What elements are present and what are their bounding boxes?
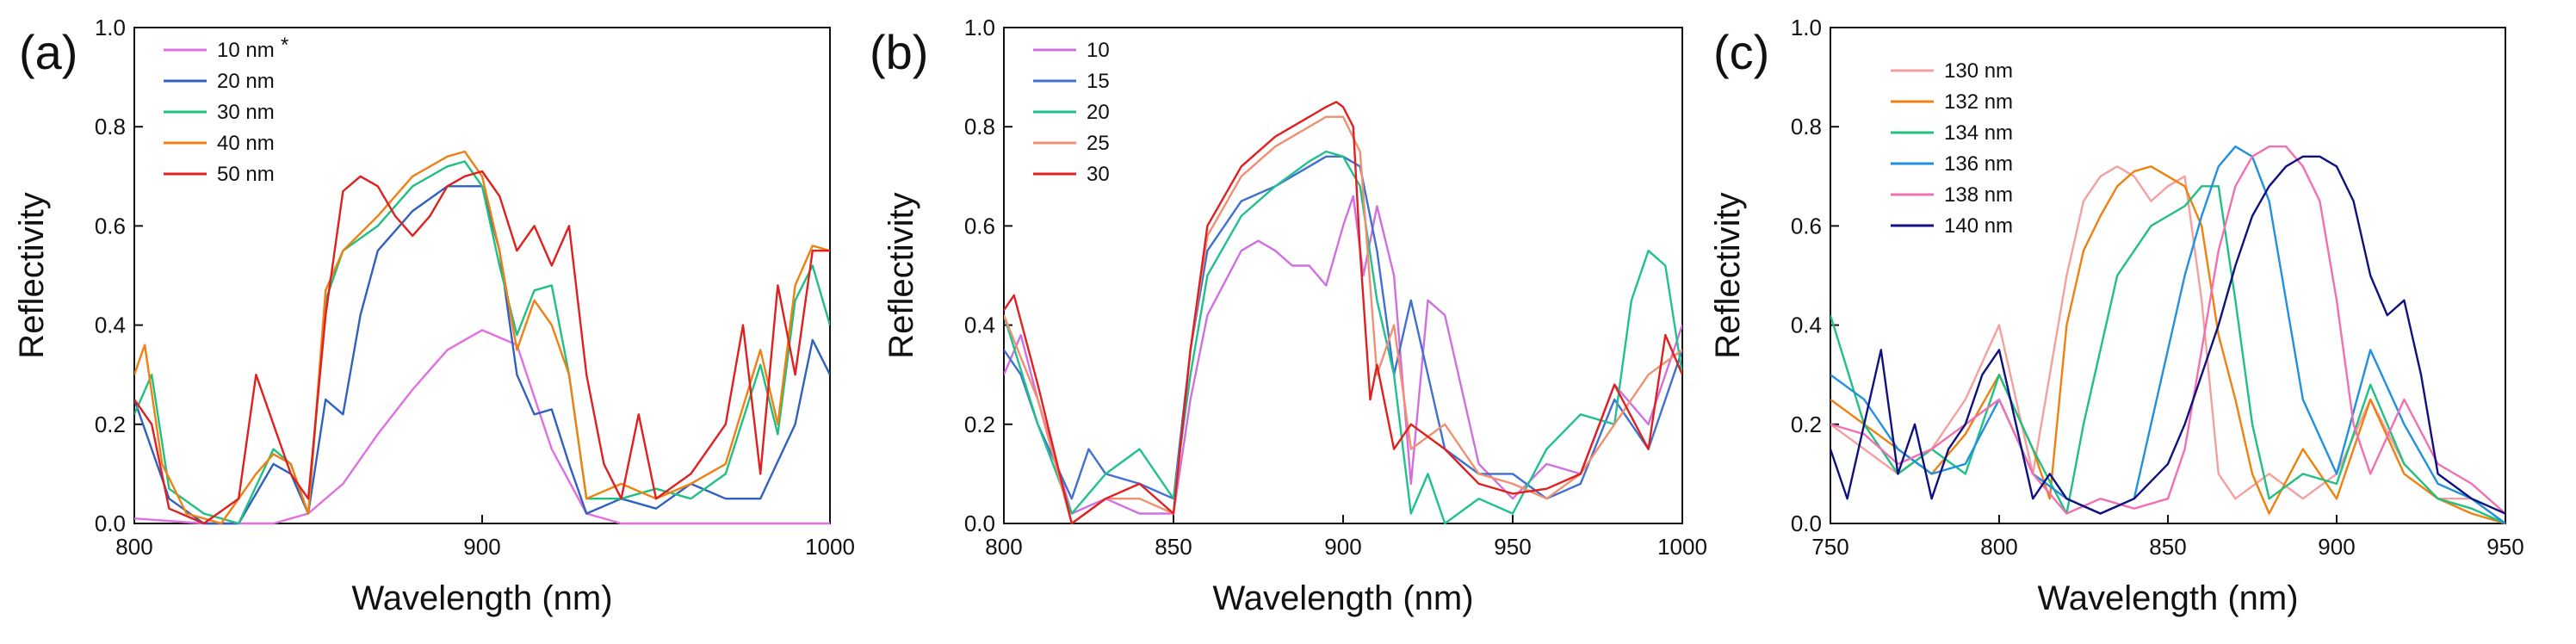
chart-panel-1: 800 900 1000 0.0 0.2 0.4 0.6 0.8 1.0 Wavelength (… bbox=[13, 15, 855, 617]
legend-label: 140 nm bbox=[1944, 214, 2013, 238]
x-tick-label: 900 bbox=[463, 534, 500, 560]
y-tick-label: 0.4 bbox=[964, 313, 995, 338]
series-line bbox=[1830, 165, 2505, 524]
x-tick-label: 800 bbox=[115, 534, 152, 560]
panel-letter: (c) bbox=[1713, 25, 1769, 79]
legend-label: 25 bbox=[1087, 132, 1110, 155]
y-tick-label: 1.0 bbox=[1791, 15, 1822, 40]
series-group bbox=[1004, 101, 1682, 525]
y-tick-label: 0.6 bbox=[1791, 213, 1822, 238]
x-axis-label: Wavelength (nm) bbox=[351, 579, 612, 617]
series-group bbox=[134, 150, 830, 525]
x-tick-label: 950 bbox=[1494, 534, 1531, 560]
legend-label: 30 bbox=[1087, 163, 1110, 186]
x-tick-label: 1000 bbox=[805, 534, 855, 560]
legend-label: 20 bbox=[1087, 101, 1110, 124]
y-axis-label: Reflectivity bbox=[882, 192, 920, 358]
series-group bbox=[1830, 145, 2505, 525]
y-tick-label: 0.2 bbox=[95, 412, 126, 437]
legend-label: 130 nm bbox=[1944, 59, 2013, 83]
x-tick-label: 1000 bbox=[1657, 534, 1707, 560]
legend: 10 15 20 25 30 bbox=[1033, 39, 1110, 186]
legend-label: 20 nm bbox=[217, 70, 275, 93]
series-line bbox=[134, 150, 830, 525]
y-axis-label: Reflectivity bbox=[13, 192, 51, 358]
x-tick-label: 900 bbox=[1324, 534, 1361, 560]
x-tick-label: 800 bbox=[985, 534, 1022, 560]
panel-letter: (b) bbox=[870, 25, 928, 79]
y-tick-label: 0.8 bbox=[1791, 114, 1822, 139]
panel-letter: (a) bbox=[19, 25, 77, 79]
chart-panel-2: 800 850 900 950 1000 0.0 0.2 0.4 0.6 0.8 1.0 Wavele… bbox=[870, 15, 1707, 617]
y-tick-label: 0.0 bbox=[964, 511, 995, 536]
x-tick-label: 900 bbox=[2318, 534, 2355, 560]
series-line bbox=[1004, 195, 1682, 515]
x-axis-label: Wavelength (nm) bbox=[1212, 579, 1473, 617]
y-tick-label: 0.8 bbox=[964, 114, 995, 139]
series-line bbox=[1830, 145, 2505, 515]
x-tick-label: 750 bbox=[1811, 534, 1848, 560]
series-line bbox=[1830, 155, 2505, 515]
x-tick-label: 800 bbox=[1980, 534, 2017, 560]
y-tick-label: 0.2 bbox=[1791, 412, 1822, 437]
legend-label: 15 bbox=[1087, 70, 1110, 93]
legend-label: 132 nm bbox=[1944, 90, 2013, 114]
series-line bbox=[1004, 150, 1682, 525]
y-tick-label: 0.4 bbox=[1791, 313, 1822, 338]
legend-label: 10 bbox=[1087, 39, 1110, 62]
y-tick-label: 0.2 bbox=[964, 412, 995, 437]
series-line bbox=[134, 329, 830, 525]
legend-label: 30 nm bbox=[217, 101, 275, 124]
series-line bbox=[1004, 155, 1682, 500]
y-tick-label: 1.0 bbox=[95, 15, 126, 40]
series-line bbox=[1004, 115, 1682, 525]
chart-panel-3: 750 800 850 900 950 0.0 0.2 0.4 0.6 0.8 1.0 Wavelen… bbox=[1709, 15, 2524, 617]
legend-label: 50 nm bbox=[217, 163, 275, 186]
legend-label: 138 nm bbox=[1944, 183, 2013, 207]
y-tick-label: 1.0 bbox=[964, 15, 995, 40]
y-tick-label: 0.0 bbox=[95, 511, 126, 536]
legend-label: 134 nm bbox=[1944, 121, 2013, 145]
series-line bbox=[134, 160, 830, 525]
y-tick-label: 0.4 bbox=[95, 313, 126, 338]
legend-label: 40 nm bbox=[217, 132, 275, 155]
legend-label: 10 nm bbox=[217, 39, 275, 62]
series-line bbox=[134, 185, 830, 525]
y-tick-label: 0.8 bbox=[95, 114, 126, 139]
legend-marker: * bbox=[281, 34, 288, 57]
x-tick-label: 950 bbox=[2486, 534, 2523, 560]
y-tick-label: 0.0 bbox=[1791, 511, 1822, 536]
series-line bbox=[1830, 165, 2505, 525]
series-line bbox=[1004, 101, 1682, 525]
x-tick-label: 850 bbox=[1155, 534, 1192, 560]
x-axis-label: Wavelength (nm) bbox=[2037, 579, 2298, 617]
series-line bbox=[134, 170, 830, 525]
y-tick-label: 0.6 bbox=[95, 213, 126, 238]
legend: 10 nm * 20 nm 30 nm 40 nm 50 nm bbox=[164, 34, 288, 186]
y-tick-label: 0.6 bbox=[964, 213, 995, 238]
legend-label: 136 nm bbox=[1944, 152, 2013, 176]
y-axis-label: Reflectivity bbox=[1709, 192, 1747, 358]
legend: 130 nm 132 nm 134 nm 136 nm 138 nm 140 nm bbox=[1891, 59, 2013, 238]
series-line bbox=[1830, 145, 2505, 524]
x-tick-label: 850 bbox=[2149, 534, 2186, 560]
